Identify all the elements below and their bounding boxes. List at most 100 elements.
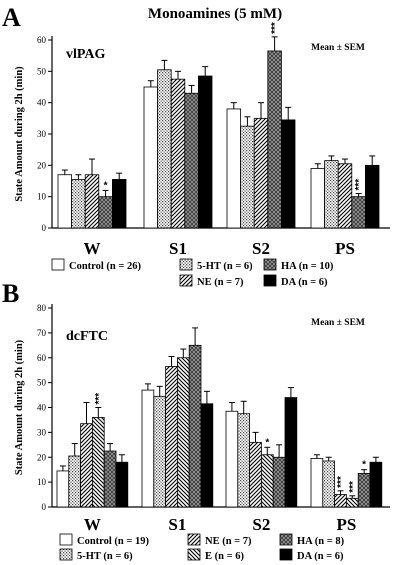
y-tick-label: 40 xyxy=(37,98,47,108)
legend-swatch-control xyxy=(59,533,73,546)
legend-swatch-ne xyxy=(179,274,193,287)
legend-label-ha: HA (n = 10) xyxy=(281,261,334,272)
bar-ne xyxy=(80,423,93,508)
legend-swatch-5ht xyxy=(59,548,73,561)
significance-marker: *** xyxy=(336,476,347,488)
y-tick-label: 20 xyxy=(37,452,47,462)
legend-swatch-da xyxy=(263,274,277,287)
significance-marker: * xyxy=(265,437,269,448)
panel-label: A xyxy=(2,3,21,32)
bar-da xyxy=(200,403,214,508)
bar-5ht xyxy=(157,69,172,229)
bar-control xyxy=(56,470,70,508)
legend-swatch-ha xyxy=(279,533,293,546)
y-tick-label: 60 xyxy=(37,35,47,45)
y-tick-label: 80 xyxy=(37,303,47,313)
bar-ne xyxy=(334,494,347,508)
legend-label-control: Control (n = 26) xyxy=(69,261,142,272)
significance-marker: *** xyxy=(270,22,281,34)
y-tick-label: 70 xyxy=(37,328,47,338)
legend-label-ha: HA (n = 8) xyxy=(297,536,345,547)
bar-5ht xyxy=(322,460,335,508)
significance-marker: * xyxy=(104,180,108,191)
y-tick-label: 40 xyxy=(37,403,47,413)
bar-control xyxy=(57,174,73,229)
bar-ne xyxy=(249,441,262,508)
significance-marker: *** xyxy=(354,179,365,191)
bar-da xyxy=(112,179,127,229)
bar-ha xyxy=(188,344,202,508)
bar-control xyxy=(143,86,159,229)
bar-control xyxy=(310,458,324,508)
y-axis-label: State Amount during 2h (min) xyxy=(14,66,25,202)
bar-ha xyxy=(351,196,366,229)
y-tick-label: 10 xyxy=(37,477,47,487)
bar-e xyxy=(176,357,190,508)
bar-da xyxy=(369,461,383,508)
legend-label-da: DA (n = 6) xyxy=(281,277,328,288)
bar-control xyxy=(310,168,326,229)
bar-5ht xyxy=(240,125,255,229)
stat-label: Mean ± SEM xyxy=(311,318,365,328)
bar-ha xyxy=(272,456,286,508)
legend-label-ne: NE (n = 7) xyxy=(205,536,252,547)
y-tick-label: 30 xyxy=(37,427,47,437)
bar-e xyxy=(345,497,359,508)
category-label: W xyxy=(84,239,101,258)
legend-swatch-da xyxy=(279,548,293,561)
bar-ne xyxy=(165,366,178,508)
y-tick-label: 50 xyxy=(37,66,47,76)
category-label: PS xyxy=(335,239,355,258)
significance-marker: *** xyxy=(94,393,105,405)
significance-marker: *** xyxy=(348,481,359,493)
y-tick-label: 60 xyxy=(37,353,47,363)
category-label: S1 xyxy=(168,515,186,534)
significance-marker: * xyxy=(362,460,366,471)
legend-swatch-e xyxy=(187,548,201,561)
bar-ha xyxy=(267,50,282,229)
legend-label-da: DA (n = 6) xyxy=(297,551,344,562)
y-tick-label: 10 xyxy=(37,192,47,202)
bar-5ht xyxy=(153,395,167,508)
stat-label: Mean ± SEM xyxy=(311,43,365,53)
bar-da xyxy=(364,164,380,229)
bar-ha xyxy=(103,450,117,508)
y-tick-label: 0 xyxy=(42,502,47,512)
bar-ne xyxy=(337,163,353,229)
bar-da xyxy=(284,397,298,508)
bar-5ht xyxy=(324,160,339,229)
bar-control xyxy=(226,108,242,229)
legend-swatch-ha xyxy=(263,258,277,271)
panel-label: B xyxy=(2,279,19,308)
bar-ne xyxy=(253,117,269,229)
bar-da xyxy=(197,75,213,229)
y-axis-label: State Amount during 2h (min) xyxy=(14,339,25,475)
legend-label-ne: NE (n = 7) xyxy=(197,277,244,288)
bar-ne xyxy=(84,174,100,229)
category-label: S2 xyxy=(252,515,270,534)
bar-5ht xyxy=(71,179,86,229)
category-label: S2 xyxy=(252,239,270,258)
legend-label-5ht: 5-HT (n = 6) xyxy=(197,261,253,272)
legend-swatch-control xyxy=(51,258,65,271)
region-label: vlPAG xyxy=(66,47,106,62)
bar-da xyxy=(115,461,129,508)
region-label: dcFTC xyxy=(66,329,108,344)
legend-label-e: E (n = 6) xyxy=(205,551,244,562)
bar-control xyxy=(225,410,239,508)
y-tick-label: 30 xyxy=(37,129,47,139)
bar-e xyxy=(92,417,105,508)
category-label: W xyxy=(84,515,101,534)
y-tick-label: 20 xyxy=(37,160,47,170)
bar-5ht xyxy=(68,455,82,508)
figure-title: Monoamines (5 mM) xyxy=(148,6,282,22)
bar-ha xyxy=(357,473,371,508)
legend-swatch-5ht xyxy=(179,258,193,271)
bar-ha xyxy=(98,196,113,229)
y-tick-label: 50 xyxy=(37,378,47,388)
category-label: PS xyxy=(336,515,356,534)
category-label: S1 xyxy=(169,239,187,258)
